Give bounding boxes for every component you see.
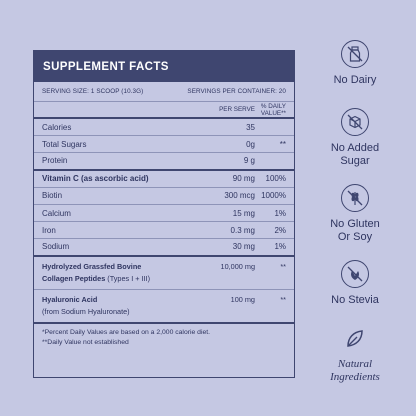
- badge-label: No Stevia: [331, 294, 379, 306]
- collagen-name: Hydrolyzed Grassfed Bovine Collagen Pept…: [42, 261, 194, 285]
- badge-no-dairy: No Dairy: [310, 40, 400, 87]
- panel-title: SUPPLEMENT FACTS: [34, 51, 294, 82]
- nutrient-amount: 35: [246, 122, 255, 132]
- nutrient-name: Iron: [42, 225, 56, 235]
- supplement-facts-panel: SUPPLEMENT FACTS SERVING SIZE: 1 SCOOP (…: [33, 50, 295, 378]
- collagen-line1: Hydrolyzed Grassfed Bovine: [42, 261, 142, 271]
- nutrient-amount: 0.3 mg: [230, 225, 255, 235]
- nutrient-dv: 1000%: [261, 191, 286, 201]
- badge-natural-ingredients: Natural Ingredients: [310, 325, 400, 384]
- table-row: Calories 35: [34, 119, 294, 137]
- table-row: Iron 0.3 mg 2%: [34, 222, 294, 240]
- hyaluronic-amount: 100 mg: [230, 294, 255, 304]
- nutrient-amount: 90 mg: [232, 174, 255, 184]
- nutrient-dv: 1%: [274, 208, 286, 218]
- nutrient-name: Biotin: [42, 191, 63, 201]
- nutrient-amount: 300 mcg: [224, 191, 255, 201]
- badge-label: Natural Ingredients: [330, 358, 380, 384]
- footnotes: *Percent Daily Values are based on a 2,0…: [34, 324, 294, 352]
- collagen-line2-rest: (Types I + III): [105, 273, 151, 283]
- serving-size: SERVING SIZE: 1 SCOOP (10.3G): [42, 88, 144, 95]
- badge-no-added-sugar: No Added Sugar: [310, 108, 400, 168]
- footnote-1: *Percent Daily Values are based on a 2,0…: [42, 328, 211, 336]
- badge-label-line1: Natural: [337, 358, 373, 370]
- badge-no-stevia: No Stevia: [310, 260, 400, 307]
- serving-info: SERVING SIZE: 1 SCOOP (10.3G) SERVINGS P…: [34, 82, 294, 102]
- badge-label-line2: Sugar: [340, 155, 370, 167]
- no-added-sugar-icon: [341, 108, 369, 136]
- nutrient-amount: 30 mg: [232, 242, 255, 252]
- no-gluten-icon: [341, 184, 369, 212]
- badge-label-line2: Ingredients: [330, 371, 380, 383]
- hyaluronic-line2: (from Sodium Hyaluronate): [42, 306, 130, 316]
- footnote-2: **Daily Value not established: [42, 338, 129, 346]
- table-row: Sodium 30 mg 1%: [34, 239, 294, 257]
- nutrient-dv: 1%: [274, 242, 286, 252]
- nutrient-amount: 15 mg: [232, 208, 255, 218]
- hyaluronic-line1: Hyaluronic Acid: [42, 294, 98, 304]
- nutrient-dv: 2%: [274, 225, 286, 235]
- nutrient-dv: 100%: [265, 174, 286, 184]
- nutrient-name: Sodium: [42, 242, 70, 252]
- column-headers: PER SERVE % DAILY VALUE**: [34, 102, 294, 119]
- table-row: Vitamin C (as ascorbic acid) 90 mg 100%: [34, 171, 294, 188]
- nutrient-name: Calories: [42, 122, 72, 132]
- hyaluronic-dv: **: [280, 294, 286, 304]
- badge-no-gluten: No Gluten Or Soy: [310, 184, 400, 244]
- nutrient-name: Protein: [42, 156, 68, 166]
- collagen-line2-bold: Collagen Peptides: [42, 273, 106, 283]
- table-row: Calcium 15 mg 1%: [34, 205, 294, 223]
- servings-per-container: SERVINGS PER CONTAINER: 20: [187, 88, 286, 95]
- badge-label-line2: Or Soy: [337, 231, 373, 243]
- nutrient-name: Total Sugars: [42, 139, 87, 149]
- badge-label-line1: No Added: [330, 142, 380, 154]
- table-row: Biotin 300 mcg 1000%: [34, 188, 294, 205]
- nutrient-dv: **: [279, 139, 286, 149]
- collagen-row: Hydrolyzed Grassfed Bovine Collagen Pept…: [34, 257, 294, 290]
- hyaluronic-name: Hyaluronic Acid (from Sodium Hyaluronate…: [42, 294, 194, 318]
- col-daily-value: % DAILY VALUE**: [260, 102, 286, 117]
- badge-column: No Dairy No Added Sugar: [310, 40, 400, 384]
- badge-label: No Added Sugar: [331, 142, 379, 168]
- hyaluronic-row: Hyaluronic Acid (from Sodium Hyaluronate…: [34, 290, 294, 324]
- no-dairy-icon: [341, 40, 369, 68]
- collagen-dv: **: [280, 261, 286, 271]
- badge-label: No Gluten Or Soy: [330, 218, 380, 244]
- nutrient-name: Vitamin C (as ascorbic acid): [42, 174, 149, 184]
- nutrient-amount: 9 g: [243, 156, 255, 166]
- badge-label: No Dairy: [333, 74, 377, 86]
- collagen-amount: 10,000 mg: [220, 261, 255, 271]
- col-per-serve: PER SERVE: [219, 106, 255, 113]
- no-stevia-icon: [341, 260, 369, 288]
- nutrient-name: Calcium: [42, 208, 71, 218]
- nutrient-amount: 0g: [246, 139, 255, 149]
- leaf-icon: [341, 325, 369, 353]
- badge-label-line1: No Gluten: [330, 218, 380, 230]
- table-row: Total Sugars 0g **: [34, 136, 294, 154]
- table-row: Protein 9 g: [34, 153, 294, 171]
